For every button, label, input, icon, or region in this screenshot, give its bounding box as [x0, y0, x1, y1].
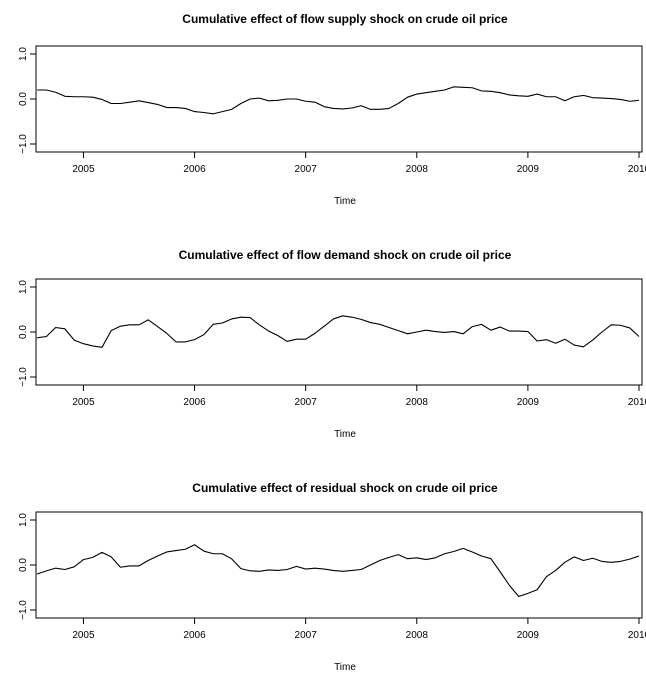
y-tick-label: −1.0: [18, 367, 29, 387]
x-tick-label: 2007: [295, 164, 318, 175]
y-tick-label: 0.0: [18, 558, 29, 572]
x-tick-label: 2007: [295, 630, 318, 641]
y-tick-label: 1.0: [18, 280, 29, 294]
y-tick-label: −1.0: [18, 600, 29, 620]
panel-2: Cumulative effect of flow demand shock o…: [179, 248, 512, 440]
x-tick-label: 2006: [183, 164, 206, 175]
y-tick-label: 0.0: [18, 325, 29, 339]
panel-3-xlabel: Time: [334, 662, 356, 673]
y-tick-label: −1.0: [18, 134, 29, 154]
panel-1: Cumulative effect of flow supply shock o…: [182, 12, 508, 207]
x-tick-label: 2005: [72, 630, 95, 641]
x-tick-label: 2007: [295, 397, 318, 408]
panel-3-frame: [35, 511, 643, 619]
x-tick-label: 2006: [183, 630, 206, 641]
panel-3: Cumulative effect of residual shock on c…: [192, 481, 498, 673]
x-tick-label: 2009: [517, 164, 540, 175]
panel-2-series-line: [37, 315, 640, 348]
x-tick-label: 2008: [406, 397, 429, 408]
y-tick-label: 0.0: [18, 92, 29, 106]
x-tick-label: 2010: [628, 630, 646, 641]
panel-1-plot: −1.0 0.0 1.0 2005 2006 2007 2008 2009 2010: [18, 45, 646, 175]
panel-3-plot: −1.0 0.0 1.0 2005 2006 2007 2008 2009 2010: [18, 511, 646, 641]
panel-2-xlabel: Time: [334, 429, 356, 440]
panel-1-frame: [35, 45, 643, 153]
x-tick-label: 2008: [406, 164, 429, 175]
panel-3-title: Cumulative effect of residual shock on c…: [192, 481, 498, 495]
x-tick-label: 2005: [72, 397, 95, 408]
y-tick-label: 1.0: [18, 513, 29, 527]
x-tick-label: 2009: [517, 630, 540, 641]
panel-1-title: Cumulative effect of flow supply shock o…: [182, 12, 508, 26]
x-tick-label: 2009: [517, 397, 540, 408]
x-tick-label: 2006: [183, 397, 206, 408]
x-tick-label: 2010: [628, 397, 646, 408]
panel-2-plot: −1.0 0.0 1.0 2005 2006 2007 2008 2009 2010: [18, 278, 646, 408]
y-tick-label: 1.0: [18, 47, 29, 61]
x-tick-label: 2010: [628, 164, 646, 175]
panel-3-series-line: [36, 544, 640, 598]
panel-1-xlabel: Time: [334, 196, 356, 207]
x-tick-label: 2005: [72, 164, 95, 175]
panel-2-frame: [35, 278, 643, 386]
panel-1-series-line: [37, 86, 640, 115]
panel-2-title: Cumulative effect of flow demand shock o…: [179, 248, 512, 262]
x-tick-label: 2008: [406, 630, 429, 641]
